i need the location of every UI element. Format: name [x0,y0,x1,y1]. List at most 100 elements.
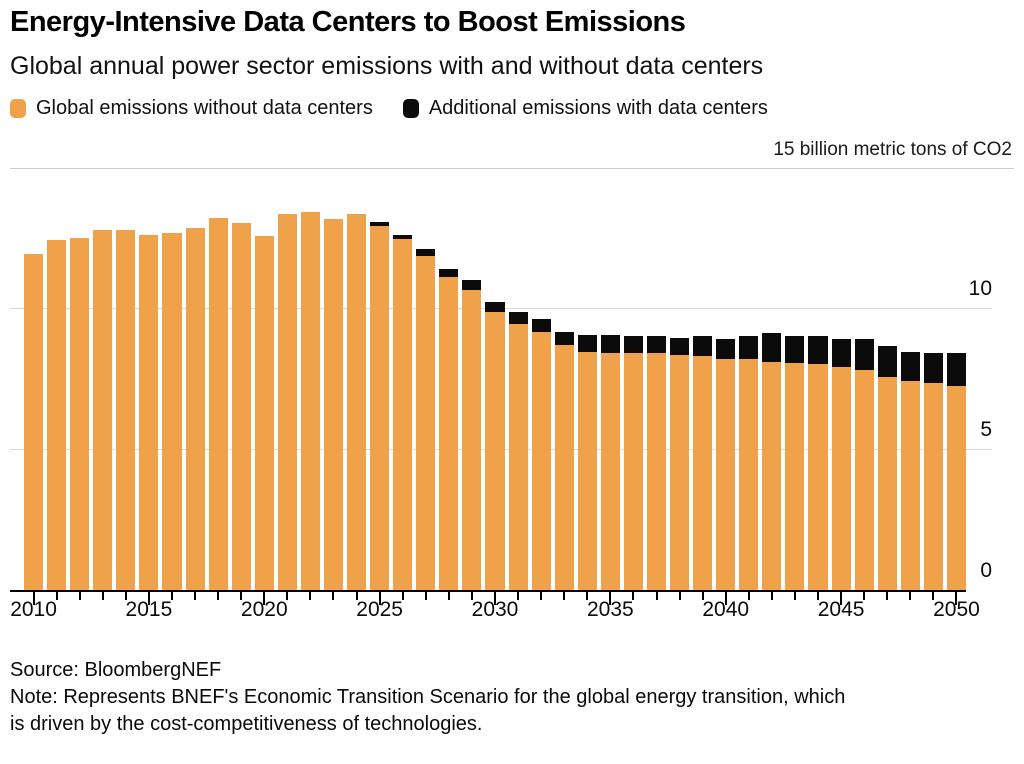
x-tick [955,592,958,605]
x-tick [817,592,820,600]
x-axis-label-2045: 2045 [817,598,865,621]
x-tick [240,592,243,600]
bar-segment-without [93,230,113,590]
bar-2033 [554,332,574,590]
x-tick [194,592,197,600]
x-axis-label-2035: 2035 [587,598,634,621]
bar-2032 [531,319,551,590]
bar-2024 [347,213,367,590]
bar-segment-without [70,237,90,590]
bar-2031 [508,312,528,590]
bar-segment-without [670,354,690,590]
x-tick [147,592,150,605]
bar-segment-without [739,358,759,590]
bar-segment-without [577,351,597,590]
bar-segment-additional [923,353,943,383]
bar-segment-additional [900,351,920,382]
bar-segment-without [116,230,136,590]
bar-segment-without [139,234,159,590]
x-tick [494,592,496,605]
bar-segment-without [208,217,228,590]
y-axis-unit-label: 15 billion metric tons of CO2 [773,139,1012,160]
footer: Source: BloombergNEF Note: Represents BN… [10,657,845,738]
bar-2018 [208,217,228,590]
bar-2043 [785,336,805,590]
x-axis-label-2025: 2025 [356,598,403,621]
bar-segment-additional [393,234,413,239]
bar-segment-additional [646,336,667,354]
bar-segment-additional [577,334,597,352]
y-axis-label-0: 0 [980,559,992,582]
x-tick [401,592,404,600]
bar-segment-additional [531,319,551,332]
bar-segment-without [646,353,667,590]
bar-segment-additional [508,312,528,324]
bar-2050 [946,353,966,590]
bar-2045 [831,339,851,590]
bar-segment-without [508,323,528,590]
bar-segment-without [162,233,182,590]
bar-2036 [623,336,643,590]
bar-segment-additional [554,332,574,345]
x-tick [78,592,81,600]
bar-2040 [716,339,736,590]
bar-2046 [854,339,874,590]
legend-swatch-black [402,99,419,118]
bar-2042 [762,333,782,590]
bar-2016 [162,233,182,590]
legend-label: Global emissions without data centers [36,97,373,119]
bar-segment-without [416,255,436,590]
bar-segment-without [277,213,297,590]
bar-2034 [577,334,597,590]
legend-item-additional-data-centers: Additional emissions with data centers [402,97,768,120]
x-tick [678,592,681,600]
bar-segment-without [47,240,67,590]
bar-segment-additional [623,336,643,354]
bar-segment-additional [693,336,713,356]
x-tick [724,592,727,605]
x-tick [309,592,312,600]
bar-segment-without [854,370,874,590]
bar-segment-without [531,332,551,590]
chart-subtitle: Global annual power sector emissions wit… [10,52,764,80]
x-tick [286,592,289,600]
x-tick [932,592,935,600]
x-axis-label-2020: 2020 [240,598,288,621]
bar-2041 [739,336,759,590]
bar-segment-without [24,254,44,590]
bar-segment-additional [785,336,805,363]
bar-segment-additional [485,302,505,313]
bar-2023 [323,219,343,590]
bar-segment-without [462,289,482,590]
bar-segment-without [946,385,966,590]
bar-segment-additional [716,339,736,359]
bar-2039 [693,336,713,590]
x-tick [217,592,220,600]
x-tick [101,592,104,600]
x-tick [586,592,589,600]
bar-2044 [808,336,828,590]
y-axis-label-10: 10 [968,277,992,300]
bar-2038 [670,337,690,590]
legend-item-without-data-centers: Global emissions without data centers [10,97,373,120]
y-axis-label-5: 5 [980,418,992,441]
bar-segment-without [231,223,251,590]
x-tick [540,592,543,600]
bar-segment-without [923,382,943,590]
x-tick [355,592,358,600]
bar-2015 [139,234,159,590]
bar-2021 [277,213,297,590]
x-tick [701,592,704,600]
legend-label: Additional emissions with data centers [428,97,768,119]
bar-2019 [231,223,251,590]
bar-segment-without [693,355,713,590]
bar-2048 [900,351,920,590]
bar-2026 [393,234,413,590]
x-tick [840,592,843,605]
bar-2011 [47,240,67,590]
x-tick [124,592,127,600]
x-axis-label-2015: 2015 [125,598,173,621]
bar-2025 [370,222,390,590]
chart-title: Energy-Intensive Data Centers to Boost E… [10,6,686,38]
bar-segment-without [900,381,920,590]
